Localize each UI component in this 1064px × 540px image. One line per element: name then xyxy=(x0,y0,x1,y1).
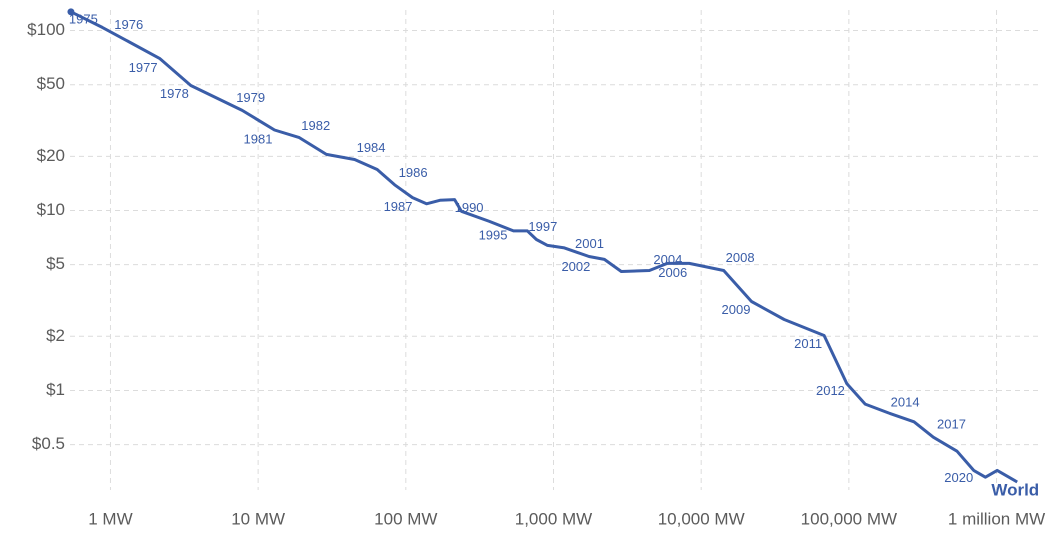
y-tick-label: $0.5 xyxy=(32,434,65,453)
point-label: 1987 xyxy=(384,199,413,214)
point-label: 2002 xyxy=(561,259,590,274)
series-line xyxy=(70,10,1018,484)
x-tick-label: 100,000 MW xyxy=(801,509,897,528)
point-label: 1977 xyxy=(129,60,158,75)
x-tick-label: 1 MW xyxy=(88,509,132,528)
point-label: 1986 xyxy=(399,165,428,180)
y-tick-label: $5 xyxy=(46,254,65,273)
x-tick-label: 1 million MW xyxy=(948,509,1045,528)
point-label: 2020 xyxy=(944,470,973,485)
point-label: 2001 xyxy=(575,236,604,251)
point-label: 1976 xyxy=(114,17,143,32)
series-name: World xyxy=(991,481,1039,500)
point-label: 1978 xyxy=(160,86,189,101)
start-point xyxy=(67,8,75,16)
point-label: 1997 xyxy=(528,219,557,234)
point-label: 2014 xyxy=(891,394,920,409)
point-label: 1981 xyxy=(244,131,273,146)
point-label: 2017 xyxy=(937,417,966,432)
point-label: 2008 xyxy=(726,250,755,265)
point-label: 1975 xyxy=(69,11,98,26)
point-label: 1979 xyxy=(236,90,265,105)
x-tick-label: 100 MW xyxy=(374,509,437,528)
y-tick-label: $1 xyxy=(46,380,65,399)
x-tick-label: 10 MW xyxy=(231,509,285,528)
point-label: 2012 xyxy=(816,383,845,398)
point-label: 2009 xyxy=(722,302,751,317)
y-tick-label: $100 xyxy=(27,20,65,39)
point-label: 2004 xyxy=(653,252,682,267)
point-label: 1982 xyxy=(301,118,330,133)
point-label: 1990 xyxy=(455,200,484,215)
x-tick-label: 1,000 MW xyxy=(515,509,592,528)
point-label: 2011 xyxy=(794,336,822,351)
point-label: 1984 xyxy=(357,140,386,155)
point-label: 1995 xyxy=(479,227,508,242)
y-tick-label: $20 xyxy=(37,146,65,165)
y-tick-label: $50 xyxy=(37,74,65,93)
y-tick-label: $2 xyxy=(46,326,65,345)
y-tick-label: $10 xyxy=(37,200,65,219)
x-tick-label: 10,000 MW xyxy=(658,509,745,528)
point-label: 2006 xyxy=(658,265,687,280)
